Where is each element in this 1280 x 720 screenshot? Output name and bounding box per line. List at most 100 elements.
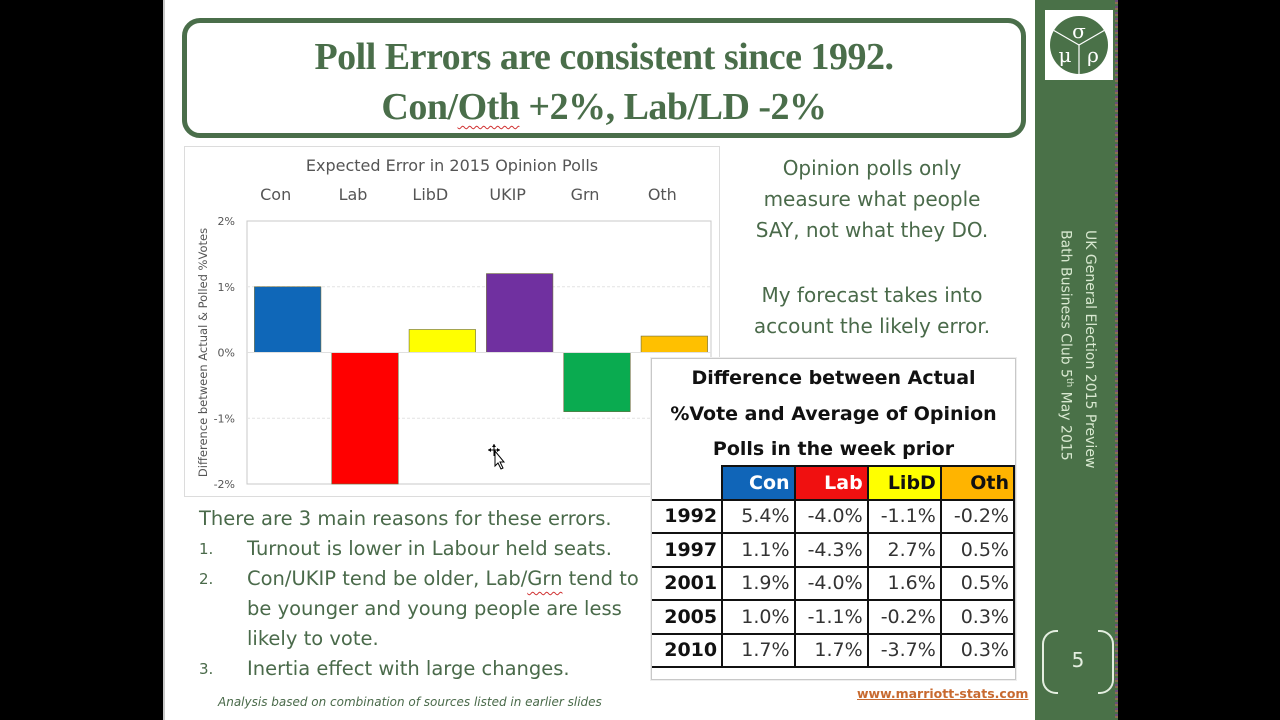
y-tick-label: 0% — [218, 347, 235, 360]
bracket-left — [1042, 630, 1058, 694]
slide-title-line-1: Poll Errors are consistent since 1992. — [314, 36, 894, 78]
footnote: Analysis based on combination of sources… — [218, 695, 602, 709]
bar-oth — [640, 335, 708, 353]
value-cell: 0.3% — [939, 599, 1016, 635]
sidebar-edge — [1115, 0, 1118, 720]
chart-svg: Expected Error in 2015 Opinion Polls 2% 1%… — [196, 156, 712, 491]
list-text: Turnout is lower in Labour held seats. — [247, 537, 612, 560]
venue-text: Bath Business Club 5 — [1057, 230, 1074, 378]
category-label: Con — [260, 185, 291, 204]
sidebar — [1035, 0, 1117, 720]
category-label: UKIP — [489, 185, 526, 204]
category-label: Oth — [648, 185, 677, 204]
poll-error-table-box[interactable]: Difference between Actual %Vote and Aver… — [651, 358, 1016, 680]
table-row: 2001 1.9% -4.0% 1.6% 0.5% — [652, 565, 1016, 601]
svg-text:μ: μ — [1059, 43, 1072, 67]
value-cell: 5.4% — [721, 498, 796, 534]
value-cell: 0.5% — [939, 565, 1016, 601]
header-con: Con — [721, 465, 796, 501]
year-cell: 2005 — [652, 599, 724, 635]
value-cell: 0.3% — [939, 632, 1016, 668]
category-label: Grn — [571, 185, 600, 204]
value-cell: -0.2% — [866, 599, 942, 635]
side-note-1: Opinion polls only measure what people S… — [722, 153, 1022, 246]
poll-error-table: Con Lab LibD Oth 1992 5.4% -4.0% -1.1% -0.2%… — [652, 465, 1016, 668]
list-text-before: Con/UKIP tend be older, Lab/ — [247, 567, 528, 590]
year-cell: 2001 — [652, 565, 724, 601]
presentation-title: UK General Election 2015 Preview — [1082, 230, 1098, 469]
venue-sup: th — [1064, 377, 1074, 388]
header-libd: LibD — [866, 465, 942, 501]
side-note-1-line: Opinion polls only — [782, 156, 962, 180]
category-label: Lab — [339, 185, 368, 204]
list-item: 2. Con/UKIP tend be older, Lab/Grn tend t… — [199, 564, 647, 654]
list-text-after: tend to be younger and young people are … — [247, 567, 639, 650]
side-note-1-line: SAY, not what they DO. — [755, 218, 989, 242]
reasons-intro: There are 3 main reasons for these error… — [199, 507, 612, 530]
list-text: Inertia effect with large changes. — [247, 657, 570, 680]
bar-chart[interactable]: Expected Error in 2015 Opinion Polls 2% 1%… — [184, 146, 720, 497]
slide-title-line-2: Con/Oth +2%, Lab/LD -2% — [187, 85, 1021, 129]
bar-con — [254, 286, 322, 353]
y-tick-label: -2% — [214, 478, 235, 491]
value-cell: 1.9% — [721, 565, 796, 601]
value-cell: -1.1% — [793, 599, 869, 635]
year-cell: 1992 — [652, 498, 724, 534]
table-title: Difference between Actual %Vote and Aver… — [652, 361, 1015, 468]
table-row: 1997 1.1% -4.3% 2.7% 0.5% — [652, 532, 1016, 568]
list-number: 2. — [199, 570, 214, 588]
y-tick-label: 2% — [218, 215, 235, 228]
move-cursor-icon — [488, 444, 506, 470]
bar-lab — [331, 352, 399, 485]
header-oth: Oth — [939, 465, 1016, 501]
website-link[interactable]: www.marriott-stats.com — [857, 686, 1029, 701]
logo: σ μ ρ — [1045, 10, 1113, 80]
slide-edge — [163, 0, 165, 720]
value-cell: -4.3% — [793, 532, 869, 568]
bar-libd — [408, 329, 476, 353]
spellcheck-flagged-word: Oth — [457, 86, 520, 128]
category-label: LibD — [412, 185, 448, 204]
table-title-line: Polls in the week prior — [712, 438, 955, 460]
side-note-2-line: account the likely error. — [753, 314, 991, 338]
year-cell: 2010 — [652, 632, 724, 668]
list-item: 3. Inertia effect with large changes. — [199, 654, 647, 684]
bar-grn — [563, 352, 631, 412]
svg-text:σ: σ — [1072, 19, 1086, 43]
side-note-2: My forecast takes into account the likel… — [722, 280, 1022, 342]
value-cell: 1.6% — [866, 565, 942, 601]
title-box: Poll Errors are consistent since 1992. C… — [182, 18, 1026, 138]
value-cell: 1.7% — [793, 632, 869, 668]
table-row: 2005 1.0% -1.1% -0.2% 0.3% — [652, 599, 1016, 635]
value-cell: -3.7% — [866, 632, 942, 668]
year-cell: 1997 — [652, 532, 724, 568]
value-cell: 2.7% — [866, 532, 942, 568]
value-cell: 0.5% — [939, 532, 1016, 568]
page-number: 5 — [1042, 630, 1114, 694]
bar-ukip — [486, 273, 554, 353]
reasons-block: There are 3 main reasons for these error… — [199, 504, 647, 684]
table-row: 2010 1.7% 1.7% -3.7% 0.3% — [652, 632, 1016, 668]
value-cell: 1.7% — [721, 632, 796, 668]
presentation-info: UK General Election 2015 Preview Bath Bu… — [1050, 230, 1100, 490]
table-header-row: Con Lab LibD Oth — [652, 465, 1016, 501]
table-row: 1992 5.4% -4.0% -1.1% -0.2% — [652, 498, 1016, 534]
title-prefix: Con/ — [381, 86, 458, 128]
value-cell: 1.0% — [721, 599, 796, 635]
y-tick-label: -1% — [214, 412, 235, 425]
svg-text:ρ: ρ — [1087, 43, 1099, 67]
y-axis-label: Difference between Actual & Polled %Vote… — [196, 228, 210, 477]
table-title-line: %Vote and Average of Opinion — [670, 402, 997, 425]
chart-title: Expected Error in 2015 Opinion Polls — [306, 156, 598, 175]
presentation-venue: Bath Business Club 5th May 2015 — [1054, 230, 1079, 490]
list-number: 3. — [199, 660, 214, 678]
value-cell: 1.1% — [721, 532, 796, 568]
table-title-line: Difference between Actual — [691, 367, 976, 389]
title-suffix: +2%, Lab/LD -2% — [519, 86, 827, 128]
venue-date: May 2015 — [1057, 387, 1074, 461]
value-cell: -1.1% — [866, 498, 942, 534]
side-note-2-line: My forecast takes into — [761, 283, 983, 307]
side-note-1-line: measure what people — [763, 187, 981, 211]
list-number: 1. — [199, 540, 214, 558]
list-item: 1. Turnout is lower in Labour held seats. — [199, 534, 647, 564]
